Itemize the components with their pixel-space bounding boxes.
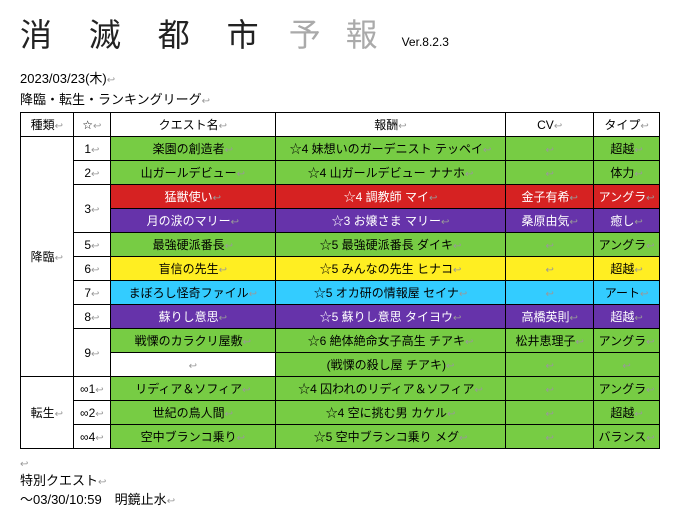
quest-cell: 猛獣使い↩ [111,185,276,209]
table-row: 転生↩∞1↩リディア＆ソフィア↩☆4 囚われのリディア＆ソフィア↩↩アングラ↩ [21,377,660,401]
title-main: 消 滅 都 市 [20,10,273,56]
reward-cell: ☆5 みんなの先生 ヒナコ↩ [275,257,506,281]
star-cell: ∞1↩ [73,377,110,401]
footer: ↩ 特別クエスト↩ ～03/30/10:59 明鏡止水↩ [20,455,660,508]
star-cell: 6↩ [73,257,110,281]
table-row: 9↩戦慄のカラクリ屋敷↩☆6 絶体絶命女子高生 チアキ↩松井恵理子↩アングラ↩ [21,329,660,353]
cv-cell: 高橋英則↩ [506,305,594,329]
cv-cell: 金子有希↩ [506,185,594,209]
quest-cell: 盲信の先生↩ [111,257,276,281]
quest-table: 種類↩☆↩クエスト名↩報酬↩CV↩タイプ↩ 降臨↩1↩楽園の創造者↩☆4 妹想い… [20,112,660,449]
col-header: タイプ↩ [594,113,660,137]
cv-cell: 桑原由気↩ [506,209,594,233]
star-cell: ∞4↩ [73,425,110,449]
tag-cell: アート↩ [594,281,660,305]
star-cell: ∞2↩ [73,401,110,425]
star-cell: 5↩ [73,233,110,257]
reward-cell: ☆4 空に挑む男 カケル↩ [275,401,506,425]
tag-cell: 超越↩ [594,137,660,161]
cv-cell: ↩ [506,377,594,401]
table-head: 種類↩☆↩クエスト名↩報酬↩CV↩タイプ↩ [21,113,660,137]
reward-cell: ☆4 調教師 マイ↩ [275,185,506,209]
version: Ver.8.2.3 [402,35,449,49]
tag-cell: アングラ↩ [594,185,660,209]
quest-cell: 蘇りし意思↩ [111,305,276,329]
col-header: 報酬↩ [275,113,506,137]
col-header: 種類↩ [21,113,74,137]
reward-cell: ☆5 蘇りし意思 タイヨウ↩ [275,305,506,329]
cv-cell: ↩ [506,425,594,449]
col-header: クエスト名↩ [111,113,276,137]
section-title-text: 降臨・転生・ランキングリーグ [20,92,202,107]
reward-cell: (戦慄の殺し屋 チアキ)↩ [275,353,506,377]
reward-cell: ☆4 山ガールデビュー ナナホ↩ [275,161,506,185]
col-header: ☆↩ [73,113,110,137]
star-cell: 3↩ [73,185,110,233]
reward-cell: ☆3 お嬢さま マリー↩ [275,209,506,233]
tag-cell: ↩ [594,353,660,377]
table-row: 2↩山ガールデビュー↩☆4 山ガールデビュー ナナホ↩↩体力↩ [21,161,660,185]
quest-cell: 最強硬派番長↩ [111,233,276,257]
tag-cell: 癒し↩ [594,209,660,233]
table-body: 降臨↩1↩楽園の創造者↩☆4 妹想いのガーデニスト テッペイ↩↩超越↩2↩山ガー… [21,137,660,449]
reward-cell: ☆4 囚われのリディア＆ソフィア↩ [275,377,506,401]
table-row: 降臨↩1↩楽園の創造者↩☆4 妹想いのガーデニスト テッペイ↩↩超越↩ [21,137,660,161]
quest-cell: 楽園の創造者↩ [111,137,276,161]
table-row: ↩(戦慄の殺し屋 チアキ)↩↩↩ [21,353,660,377]
date-line: 2023/03/23(木)↩ [20,68,660,87]
cv-cell: ↩ [506,161,594,185]
quest-cell: リディア＆ソフィア↩ [111,377,276,401]
tag-cell: アングラ↩ [594,377,660,401]
page-header: 消 滅 都 市 予 報 Ver.8.2.3 [20,10,660,56]
type-cell: 降臨↩ [21,137,74,377]
tag-cell: 超越↩ [594,257,660,281]
reward-cell: ☆5 最強硬派番長 ダイキ↩ [275,233,506,257]
table-row: ∞2↩世紀の鳥人間↩☆4 空に挑む男 カケル↩↩超越↩ [21,401,660,425]
quest-cell: 月の涙のマリー↩ [111,209,276,233]
cv-cell: 松井恵理子↩ [506,329,594,353]
table-row: 5↩最強硬派番長↩☆5 最強硬派番長 ダイキ↩↩アングラ↩ [21,233,660,257]
star-cell: 2↩ [73,161,110,185]
table-row: 月の涙のマリー↩☆3 お嬢さま マリー↩桑原由気↩癒し↩ [21,209,660,233]
star-cell: 9↩ [73,329,110,377]
reward-cell: ☆4 妹想いのガーデニスト テッペイ↩ [275,137,506,161]
tag-cell: アングラ↩ [594,329,660,353]
quest-cell: 世紀の鳥人間↩ [111,401,276,425]
table-row: 8↩蘇りし意思↩☆5 蘇りし意思 タイヨウ↩高橋英則↩超越↩ [21,305,660,329]
title-sub: 予 報 [289,10,386,56]
quest-cell: まぼろし怪奇ファイル↩ [111,281,276,305]
quest-cell: 戦慄のカラクリ屋敷↩ [111,329,276,353]
type-cell: 転生↩ [21,377,74,449]
table-row: 6↩盲信の先生↩☆5 みんなの先生 ヒナコ↩↩超越↩ [21,257,660,281]
quest-cell: 空中ブランコ乗り↩ [111,425,276,449]
quest-cell: ↩ [111,353,276,377]
col-header: CV↩ [506,113,594,137]
cv-cell: ↩ [506,281,594,305]
tag-cell: 体力↩ [594,161,660,185]
special-line: ～03/30/10:59 明鏡止水 [20,492,167,507]
cv-cell: ↩ [506,257,594,281]
tag-cell: バランス↩ [594,425,660,449]
tag-cell: 超越↩ [594,305,660,329]
quest-cell: 山ガールデビュー↩ [111,161,276,185]
cv-cell: ↩ [506,353,594,377]
reward-cell: ☆6 絶体絶命女子高生 チアキ↩ [275,329,506,353]
cv-cell: ↩ [506,233,594,257]
table-row: 7↩まぼろし怪奇ファイル↩☆5 オカ研の情報屋 セイナ↩↩アート↩ [21,281,660,305]
tag-cell: 超越↩ [594,401,660,425]
cv-cell: ↩ [506,401,594,425]
cv-cell: ↩ [506,137,594,161]
reward-cell: ☆5 空中ブランコ乗り メグ↩ [275,425,506,449]
tag-cell: アングラ↩ [594,233,660,257]
section-title: 降臨・転生・ランキングリーグ↩ [20,89,660,108]
special-label: 特別クエスト [20,473,98,488]
table-row: 3↩猛獣使い↩☆4 調教師 マイ↩金子有希↩アングラ↩ [21,185,660,209]
star-cell: 1↩ [73,137,110,161]
table-row: ∞4↩空中ブランコ乗り↩☆5 空中ブランコ乗り メグ↩↩バランス↩ [21,425,660,449]
star-cell: 8↩ [73,305,110,329]
star-cell: 7↩ [73,281,110,305]
reward-cell: ☆5 オカ研の情報屋 セイナ↩ [275,281,506,305]
date-text: 2023/03/23(木) [20,71,107,86]
